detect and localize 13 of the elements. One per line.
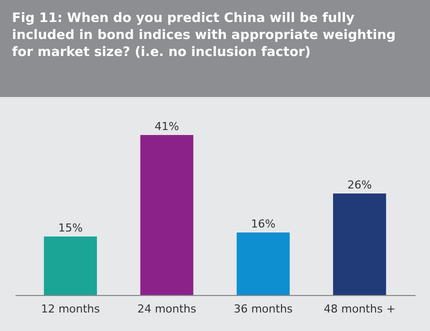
bar — [333, 194, 386, 295]
bar — [44, 236, 97, 295]
data-label: 15% — [58, 221, 83, 234]
x-tick-label: 36 months — [234, 302, 293, 316]
x-tick-label: 48 months + — [324, 302, 396, 316]
data-label: 41% — [154, 120, 180, 133]
x-tick-label: 12 months — [40, 302, 100, 316]
x-tick-label: 24 months — [137, 302, 197, 316]
data-label: 26% — [347, 178, 372, 192]
bar — [140, 135, 194, 295]
bar — [236, 232, 290, 295]
data-label: 16% — [250, 218, 276, 231]
chart-title: Fig 11: When do you predict China will be fully included in bond indices with appropriate weighting for market size? (i.e. no inclusion factor) — [0, 0, 430, 97]
